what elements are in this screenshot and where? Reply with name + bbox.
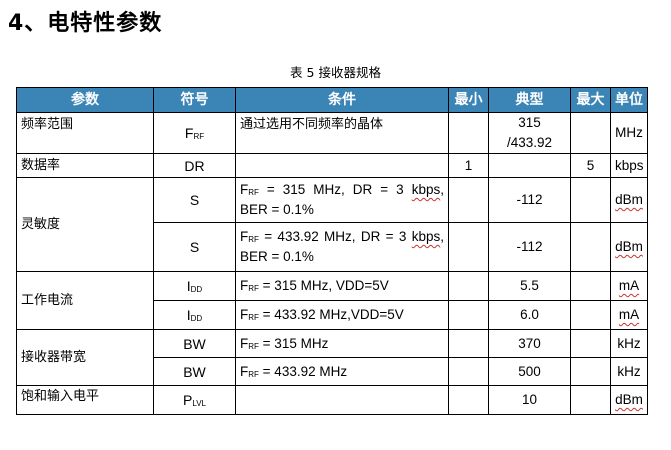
table-row: 频率范围 FRF 通过选用不同频率的晶体 315/433.92 MHz (16, 112, 648, 154)
table-row: BW FRF = 433.92 MHz 500 kHz (17, 357, 648, 386)
condition-cell: FRF = 315 MHz (235, 329, 449, 358)
section-heading: 4、电特性参数 (8, 11, 163, 36)
condition-cell: FRF = 315 MHz, VDD=5V (235, 271, 449, 301)
param-cell: 饱和输入电平 (16, 385, 154, 415)
condition-cell (235, 385, 449, 415)
unit-cell: mA (610, 300, 648, 330)
param-cell: 灵敏度 (16, 177, 154, 272)
condition-cell (235, 153, 449, 178)
header-unit: 单位 (610, 87, 648, 113)
max-cell (570, 112, 611, 154)
symbol-cell: PLVL (153, 385, 236, 415)
condition-cell: 通过选用不同频率的晶体 (235, 112, 449, 154)
symbol-cell: S (153, 222, 236, 272)
max-cell (570, 357, 611, 386)
min-cell (448, 177, 489, 223)
max-cell (570, 222, 611, 272)
table-row: IDD FRF = 433.92 MHz,VDD=5V 6.0 mA (17, 300, 648, 330)
min-cell (448, 271, 489, 301)
max-cell (570, 177, 611, 223)
typ-cell: 315/433.92 (488, 112, 571, 154)
table-row: 饱和输入电平 PLVL 10 dBm (16, 385, 648, 415)
min-cell: 1 (448, 153, 489, 178)
symbol-cell: DR (153, 153, 236, 178)
typ-cell (488, 153, 571, 178)
typ-cell: -112 (488, 222, 571, 272)
max-cell: 5 (570, 153, 611, 178)
typ-cell: 6.0 (488, 300, 571, 330)
typ-cell: 500 (488, 357, 571, 386)
header-max: 最大 (570, 87, 611, 113)
table-caption: 表 5 接收器规格 (290, 65, 381, 80)
min-cell (448, 300, 489, 330)
min-cell (448, 112, 489, 154)
header-typ: 典型 (488, 87, 571, 113)
header-min: 最小 (448, 87, 489, 113)
header-symbol: 符号 (153, 87, 236, 113)
unit-cell: dBm (610, 222, 648, 272)
unit-cell: kHz (610, 357, 648, 386)
min-cell (448, 357, 489, 386)
header-condition: 条件 (235, 87, 449, 113)
unit-cell: dBm (610, 385, 648, 415)
symbol-cell: IDD (153, 300, 236, 330)
param-cell: 数据率 (16, 153, 154, 178)
param-cell: 接收器带宽 (16, 329, 154, 386)
table-row: 工作电流 IDD FRF = 315 MHz, VDD=5V 5.5 mA (16, 271, 648, 330)
receiver-spec-table: 参数 符号 条件 最小 典型 最大 单位 频率范围 FRF 通过选用不同频率的晶… (16, 87, 648, 415)
param-cell: 工作电流 (16, 271, 154, 330)
typ-cell: 5.5 (488, 271, 571, 301)
unit-cell: kHz (610, 329, 648, 358)
condition-cell: FRF = 433.92 MHz,VDD=5V (235, 300, 449, 330)
unit-cell: dBm (610, 177, 648, 223)
unit-cell: mA (610, 271, 648, 301)
table-row: 数据率 DR 1 5 kbps (16, 153, 648, 178)
condition-cell: FRF = 315 MHz, DR = 3 kbps, BER = 0.1% (235, 177, 449, 223)
typ-cell: 370 (488, 329, 571, 358)
min-cell (448, 329, 489, 358)
max-cell (570, 385, 611, 415)
max-cell (570, 271, 611, 301)
unit-cell: kbps (610, 153, 648, 178)
param-cell: 频率范围 (16, 112, 154, 154)
table-header-row: 参数 符号 条件 最小 典型 最大 单位 (16, 87, 648, 113)
min-cell (448, 385, 489, 415)
typ-cell: 10 (488, 385, 571, 415)
symbol-cell: BW (153, 329, 236, 358)
typ-cell: -112 (488, 177, 571, 223)
symbol-cell: IDD (153, 271, 236, 301)
max-cell (570, 329, 611, 358)
symbol-cell: FRF (153, 112, 236, 154)
unit-cell: MHz (610, 112, 648, 154)
min-cell (448, 222, 489, 272)
header-param: 参数 (16, 87, 154, 113)
table-row: S FRF = 433.92 MHz, DR = 3 kbps, BER = 0… (17, 222, 648, 272)
condition-cell: FRF = 433.92 MHz, DR = 3 kbps, BER = 0.1… (235, 222, 449, 272)
symbol-cell: BW (153, 357, 236, 386)
symbol-cell: S (153, 177, 236, 223)
table-row: 接收器带宽 BW FRF = 315 MHz 370 kHz (16, 329, 648, 386)
table-row: 灵敏度 S FRF = 315 MHz, DR = 3 kbps, BER = … (16, 177, 648, 272)
max-cell (570, 300, 611, 330)
condition-cell: FRF = 433.92 MHz (235, 357, 449, 386)
